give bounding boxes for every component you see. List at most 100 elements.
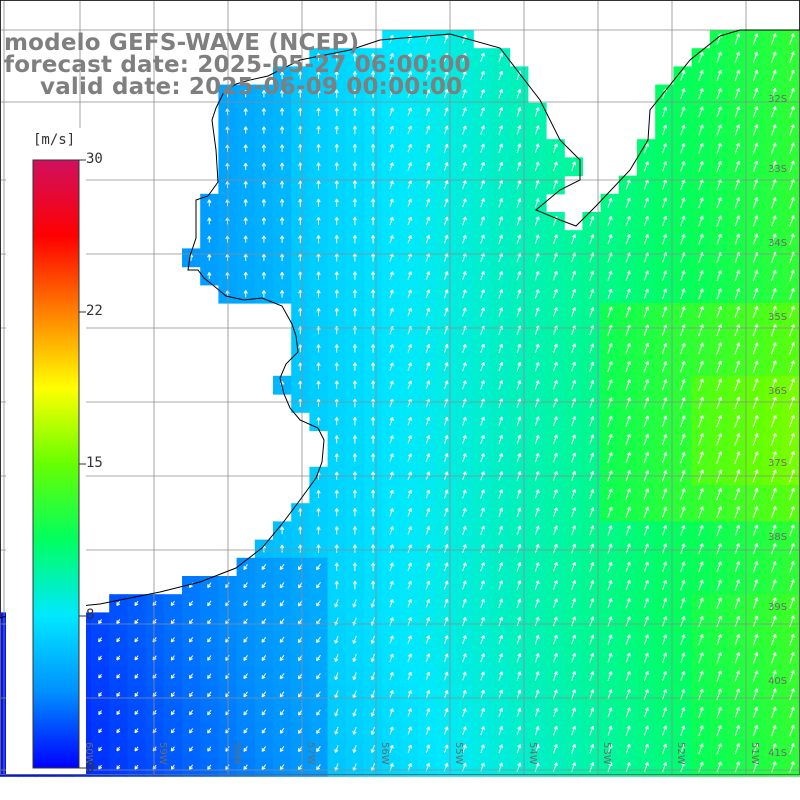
- wind-arrow: [607, 561, 613, 572]
- wind-arrow: [407, 71, 412, 80]
- wind-arrow: [443, 708, 449, 717]
- wind-arrow: [534, 616, 540, 627]
- wind-arrow: [698, 451, 704, 464]
- wind-arrow: [516, 289, 522, 299]
- wind-arrow: [297, 636, 303, 643]
- wind-arrow: [352, 362, 358, 371]
- wind-arrow: [443, 453, 449, 463]
- wind-arrow: [571, 543, 576, 554]
- wind-arrow: [334, 198, 339, 207]
- wind-arrow: [571, 689, 576, 700]
- wind-arrow: [552, 543, 558, 554]
- wind-arrow: [480, 343, 485, 353]
- wind-arrow: [771, 288, 777, 300]
- wind-arrow: [680, 106, 686, 118]
- wind-arrow: [352, 180, 358, 189]
- wind-arrow: [698, 69, 704, 81]
- wind-arrow: [662, 597, 668, 609]
- wind-arrow: [443, 380, 449, 390]
- wind-arrow: [516, 744, 522, 754]
- wind-arrow: [261, 709, 267, 716]
- wind-arrow: [752, 542, 759, 555]
- wind-arrow: [625, 488, 631, 500]
- wind-arrow: [680, 488, 686, 500]
- latitude-label: 36S: [768, 386, 787, 397]
- wind-arrow: [789, 651, 795, 664]
- wind-arrow: [607, 342, 613, 354]
- wind-arrow: [316, 144, 321, 153]
- wind-arrow: [134, 746, 139, 752]
- wind-arrow: [480, 180, 485, 190]
- wind-arrow: [443, 362, 449, 372]
- wind-arrow: [407, 34, 412, 44]
- wind-arrow: [662, 270, 668, 281]
- wind-arrow: [516, 198, 522, 208]
- wind-arrow: [425, 52, 431, 62]
- wind-arrow: [680, 88, 686, 99]
- wind-arrow: [698, 306, 704, 318]
- wind-arrow: [698, 615, 704, 627]
- wind-arrow: [370, 708, 375, 717]
- wind-arrow: [116, 746, 121, 752]
- wind-arrow: [261, 746, 267, 752]
- wind-arrow: [443, 635, 449, 644]
- wind-arrow: [134, 710, 139, 716]
- wind-arrow: [788, 414, 795, 428]
- wind-arrow: [352, 234, 358, 244]
- wind-arrow: [516, 707, 522, 717]
- wind-arrow: [625, 415, 631, 427]
- wind-arrow: [698, 652, 704, 664]
- wind-arrow: [625, 433, 631, 445]
- wind-arrow: [698, 524, 704, 536]
- wind-arrow: [698, 506, 704, 519]
- wind-arrow: [443, 416, 449, 426]
- wind-arrow: [279, 89, 285, 98]
- wind-arrow: [498, 107, 504, 117]
- wind-arrow: [788, 432, 795, 446]
- wind-arrow: [480, 544, 485, 554]
- wind-arrow: [480, 234, 485, 244]
- wind-arrow: [752, 743, 759, 755]
- wind-arrow: [625, 743, 631, 754]
- wind-arrow: [643, 161, 649, 172]
- wind-arrow: [352, 416, 358, 426]
- wind-arrow: [389, 216, 394, 226]
- wind-arrow: [389, 744, 394, 753]
- wind-arrow: [771, 106, 777, 118]
- wind-arrow: [589, 398, 595, 408]
- wind-arrow: [316, 125, 321, 134]
- wind-arrow: [425, 726, 431, 735]
- wind-arrow: [534, 380, 540, 390]
- wind-arrow: [443, 562, 449, 572]
- wind-arrow: [480, 580, 485, 590]
- wind-arrow: [98, 764, 103, 770]
- wind-arrow: [716, 415, 723, 428]
- wind-arrow: [243, 764, 248, 770]
- wind-arrow: [770, 451, 777, 464]
- wind-arrow: [462, 653, 467, 663]
- wind-arrow: [334, 435, 339, 444]
- wind-arrow: [625, 670, 631, 682]
- wind-arrow: [607, 707, 613, 718]
- wind-arrow: [589, 216, 595, 226]
- wind-arrow: [752, 305, 759, 319]
- wind-arrow: [552, 288, 558, 299]
- wind-arrow: [352, 344, 358, 353]
- grid-labels: 32S33S34S35S36S37S38S39S40S41S61W60W59W5…: [9, 94, 787, 765]
- wind-arrow: [425, 598, 431, 608]
- wind-arrow: [534, 653, 540, 663]
- wind-arrow: [552, 161, 558, 172]
- wind-arrow: [625, 342, 631, 354]
- wind-arrow: [352, 580, 358, 590]
- wind-arrow: [207, 600, 212, 607]
- wind-arrow: [425, 125, 431, 135]
- wind-arrow: [734, 33, 741, 45]
- wind-arrow: [134, 691, 139, 697]
- wind-arrow: [770, 433, 777, 446]
- wind-arrow: [589, 616, 595, 627]
- wind-arrow: [571, 434, 576, 445]
- wind-arrow: [352, 398, 358, 408]
- wind-arrow: [552, 634, 558, 645]
- wind-arrow: [443, 198, 449, 208]
- wind-arrow: [279, 727, 285, 734]
